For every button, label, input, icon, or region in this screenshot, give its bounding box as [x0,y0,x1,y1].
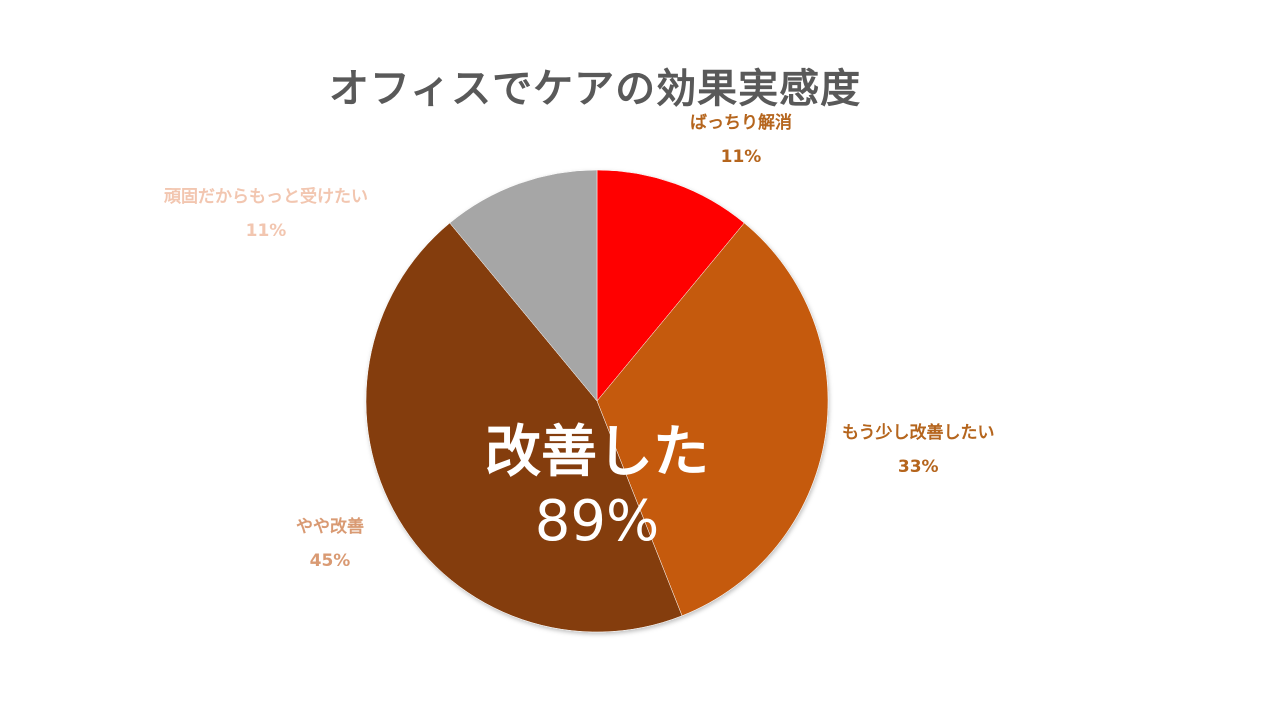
slice-label-mousukoshi: もう少し改善したい 33% [842,416,995,484]
slice-label-ganko: 頑固だからもっと受けたい 11% [164,180,368,248]
slice-label-text: ばっちり解消 [690,113,792,133]
slice-label-text: 頑固だからもっと受けたい [164,187,368,207]
center-value: 89% [534,489,660,554]
center-annotation: 改善した 89% [447,420,747,558]
slice-label-value: 11% [245,221,287,241]
chart-title: オフィスでケアの効果実感度 [328,66,862,112]
slice-label-value: 33% [897,457,939,477]
slice-label-value: 11% [720,147,762,167]
pie-slice-0 [596,169,745,402]
center-label: 改善した [485,420,709,485]
slice-label-text: やや改善 [296,517,364,537]
pie-slice-3 [449,169,598,402]
slice-label-text: もう少し改善したい [842,423,995,443]
slice-label-value: 45% [309,551,351,571]
slice-label-yaya: やや改善 45% [296,510,364,578]
pie-slice-2 [365,222,683,633]
slice-label-bacchiri: ばっちり解消 11% [690,106,792,174]
pie-slice-1 [596,222,829,617]
